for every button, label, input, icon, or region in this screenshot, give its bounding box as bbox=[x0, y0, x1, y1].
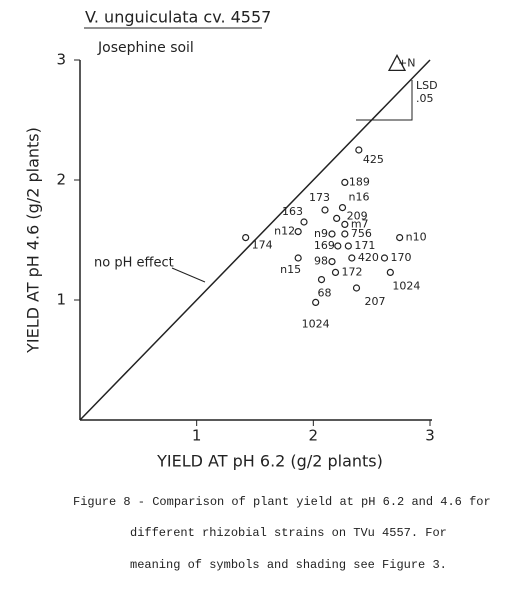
point bbox=[341, 230, 349, 238]
caption-line: Figure 8 - Comparison of plant yield at … bbox=[73, 495, 491, 509]
point-label: 172 bbox=[342, 265, 363, 278]
lsd-bracket bbox=[356, 80, 413, 121]
point bbox=[341, 220, 349, 228]
point-label: 207 bbox=[365, 295, 386, 308]
point-label: 68 bbox=[318, 287, 332, 300]
x-tick-label: 1 bbox=[192, 427, 202, 445]
point-label: 420 bbox=[358, 251, 379, 264]
point bbox=[331, 268, 340, 276]
point-label: 98 bbox=[314, 255, 328, 268]
x-axis-label: YIELD AT pH 6.2 (g/2 plants) bbox=[156, 452, 383, 471]
point bbox=[328, 258, 336, 266]
caption-line: meaning of symbols and shading see Figur… bbox=[130, 558, 447, 572]
point-label: 1024 bbox=[392, 279, 420, 292]
chart-title: V. unguiculata cv. 4557 bbox=[85, 8, 271, 27]
point bbox=[328, 230, 336, 238]
point-label: n15 bbox=[280, 263, 301, 276]
point-label: 425 bbox=[363, 153, 384, 166]
point-label: m7 bbox=[351, 217, 369, 230]
control-label: +N bbox=[398, 56, 415, 69]
y-tick-label: 3 bbox=[56, 51, 66, 69]
point-label: n9 bbox=[314, 227, 328, 240]
point-label: n12 bbox=[274, 225, 295, 238]
point bbox=[396, 234, 404, 242]
one-to-one-line bbox=[79, 59, 431, 421]
chart-subtitle: Josephine soil bbox=[97, 40, 194, 56]
point bbox=[312, 298, 320, 306]
point-label: 189 bbox=[349, 175, 370, 188]
point bbox=[341, 178, 349, 186]
line-label: no pH effect bbox=[94, 256, 174, 271]
point bbox=[294, 228, 302, 236]
point-label: 209 bbox=[347, 209, 368, 222]
point-label: n16 bbox=[349, 191, 370, 204]
caption-line: different rhizobial strains on TVu 4557.… bbox=[130, 526, 447, 540]
point bbox=[352, 284, 361, 292]
point-label: 163 bbox=[282, 205, 303, 218]
point bbox=[317, 276, 326, 284]
point bbox=[242, 234, 250, 242]
point-label: 170 bbox=[391, 251, 412, 264]
point-label: 173 bbox=[309, 191, 330, 204]
point bbox=[294, 254, 302, 262]
point-label: 169 bbox=[314, 239, 335, 252]
point bbox=[338, 204, 347, 212]
point bbox=[300, 218, 308, 226]
point bbox=[355, 146, 363, 154]
point-label: 171 bbox=[354, 239, 375, 252]
y-tick-label: 2 bbox=[56, 171, 66, 189]
point bbox=[386, 268, 394, 276]
point-label: 756 bbox=[351, 227, 372, 240]
y-axis-label: YIELD AT pH 4.6 (g/2 plants) bbox=[24, 127, 43, 354]
x-tick-label: 2 bbox=[309, 427, 319, 445]
point bbox=[380, 254, 389, 262]
lsd-label: .05 bbox=[416, 92, 434, 105]
point bbox=[344, 242, 352, 250]
point-label: 174 bbox=[252, 239, 273, 252]
point bbox=[321, 206, 329, 214]
point-label: 1024 bbox=[302, 317, 330, 330]
point bbox=[348, 254, 356, 262]
lsd-label: LSD bbox=[416, 79, 438, 92]
control-point bbox=[387, 54, 407, 72]
y-tick-label: 1 bbox=[56, 291, 66, 309]
line-label-arrow bbox=[171, 267, 206, 283]
x-tick-label: 3 bbox=[425, 427, 435, 445]
point bbox=[333, 214, 341, 222]
point-label: n10 bbox=[406, 231, 427, 244]
point bbox=[334, 242, 342, 250]
